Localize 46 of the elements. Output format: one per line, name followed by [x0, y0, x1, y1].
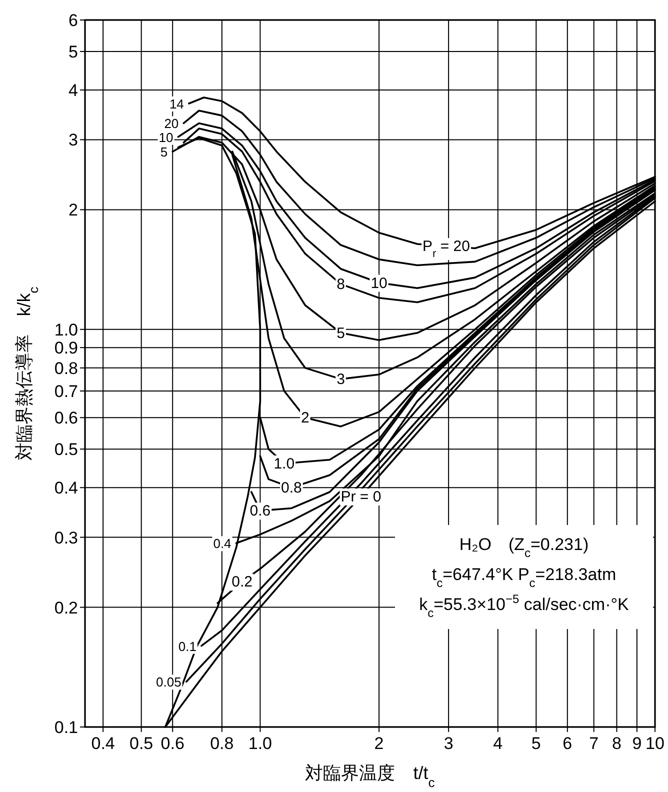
annotation: 20	[164, 116, 179, 132]
x-tick-label: 4	[493, 734, 503, 753]
annotation: P$_{r}$ = 20	[422, 238, 470, 260]
annotation: 0.2	[232, 574, 253, 591]
x-tick-label: 6	[562, 734, 572, 753]
x-tick-label: 10	[646, 734, 664, 753]
annotation: 14	[169, 96, 184, 112]
x-tick-label: 9	[632, 734, 642, 753]
annotation: 0.05	[156, 674, 182, 690]
annotation: 5	[160, 144, 168, 160]
annotation: 10	[370, 274, 388, 292]
y-tick-label: 0.2	[54, 598, 78, 618]
x-tick-label: 3	[444, 734, 454, 753]
x-tick-label: 8	[612, 734, 622, 753]
annotation: t$_{c}$=647.4°K P$_{c}$=218.3atm	[432, 565, 616, 590]
y-tick-label: 0.9	[54, 338, 78, 358]
y-tick-label: 6	[68, 11, 78, 30]
x-tick-label: 0.8	[210, 734, 234, 753]
x-axis-title: 対臨界温度 t/t$_{c}$	[305, 763, 436, 790]
x-tick-label: 0.6	[160, 734, 184, 753]
y-tick-label: 0.4	[54, 478, 78, 498]
x-tick-label: 0.5	[130, 734, 154, 753]
x-tick-label: 5	[531, 734, 541, 753]
y-tick-label: 5	[68, 42, 78, 62]
annotation: 0.8	[281, 480, 302, 497]
x-tick-label: 7	[589, 734, 599, 753]
annotation: 0.4	[213, 536, 232, 552]
annotation: 0.1	[178, 638, 196, 654]
annotation: 1.0	[274, 455, 295, 472]
y-tick-label: 0.1	[54, 718, 78, 737]
x-tick-label: 1.0	[248, 734, 272, 753]
y-tick-label: 0.7	[54, 382, 78, 401]
y-tick-label: 1.0	[54, 320, 78, 340]
annotation: k$_{c}$=55.3×10$^{−5}$ cal/sec·cm·°K	[419, 592, 630, 620]
annotation: H₂O (Z$_{c}$=0.231)	[459, 535, 589, 560]
y-tick-label: 0.5	[54, 440, 78, 460]
annotation: 0.6	[250, 502, 271, 520]
annotation: 10	[158, 130, 174, 145]
x-tick-label: 2	[374, 734, 384, 753]
y-tick-label: 3	[68, 130, 78, 150]
y-tick-label: 4	[68, 81, 78, 100]
y-tick-label: 0.6	[54, 408, 78, 428]
y-tick-label: 2	[68, 200, 78, 220]
y-tick-label: 0.3	[54, 528, 78, 548]
y-tick-label: 0.8	[54, 358, 78, 378]
x-tick-label: 0.4	[91, 734, 115, 753]
